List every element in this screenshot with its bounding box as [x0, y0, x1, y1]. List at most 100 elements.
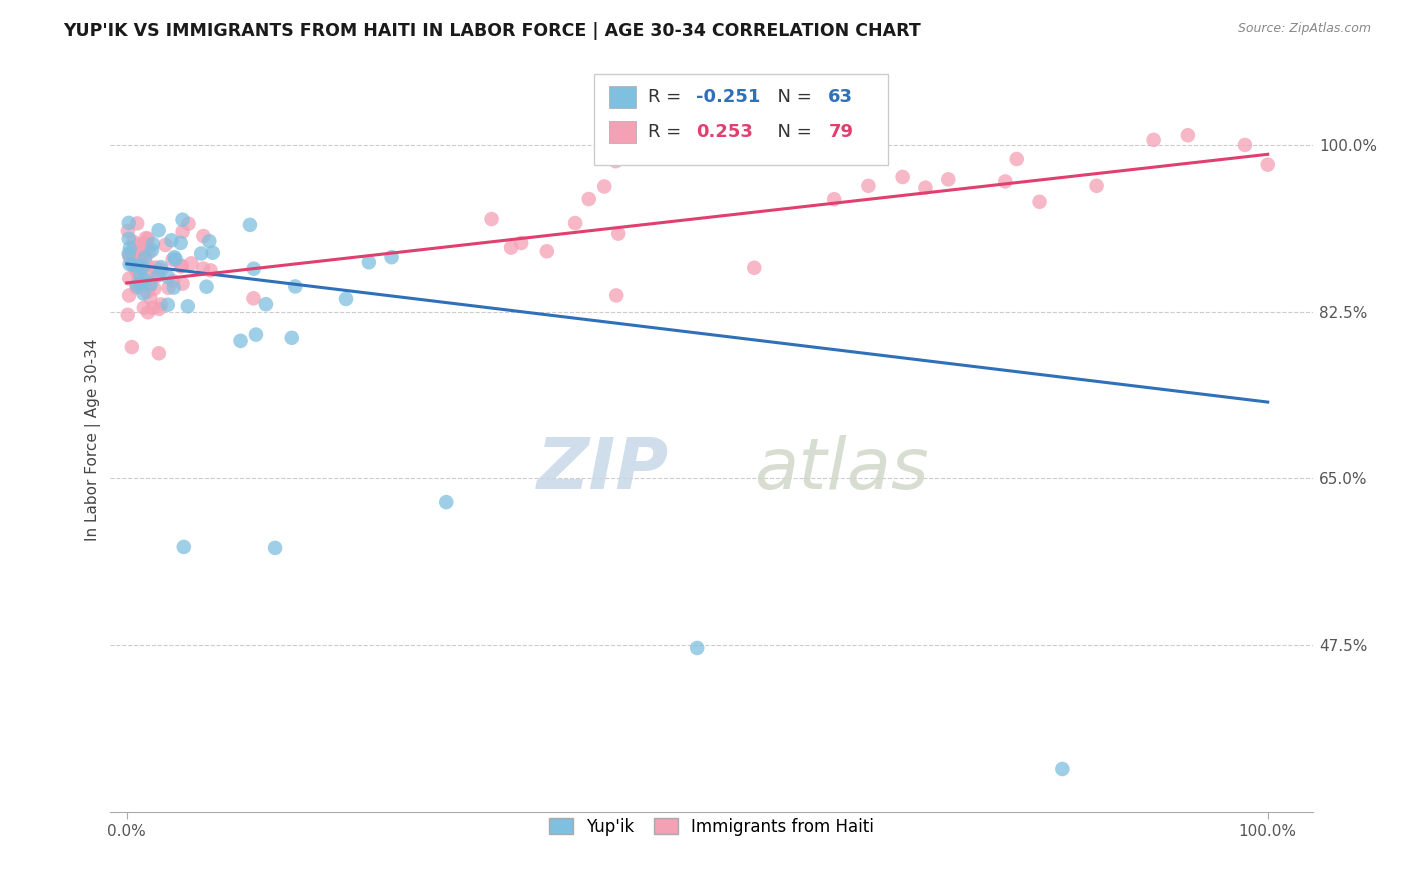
- Point: [142, 236, 165, 251]
- Point: [129, 268, 152, 283]
- Point: [127, 216, 149, 230]
- Point: [138, 278, 160, 293]
- Text: N =: N =: [766, 87, 817, 106]
- Text: 0.253: 0.253: [696, 123, 752, 141]
- Point: [148, 268, 170, 283]
- Point: [607, 227, 630, 241]
- Point: [536, 244, 558, 259]
- Text: R =: R =: [648, 87, 686, 106]
- Point: [994, 174, 1017, 188]
- Text: 79: 79: [828, 123, 853, 141]
- Point: [136, 285, 159, 299]
- Point: [1177, 128, 1199, 143]
- Point: [242, 291, 264, 305]
- Point: [891, 169, 914, 184]
- Point: [131, 247, 153, 261]
- Point: [155, 238, 177, 252]
- Point: [170, 259, 193, 273]
- Point: [150, 260, 173, 274]
- Point: [128, 272, 150, 286]
- Point: [605, 154, 627, 169]
- Point: [193, 229, 215, 244]
- Point: [284, 279, 307, 293]
- Point: [125, 245, 148, 260]
- Point: [200, 263, 222, 277]
- Point: [381, 250, 404, 264]
- Point: [357, 255, 380, 269]
- Point: [170, 260, 193, 274]
- Point: [1085, 178, 1108, 193]
- Point: [131, 260, 153, 274]
- Point: [121, 258, 143, 272]
- Point: [139, 277, 162, 291]
- Point: [198, 234, 221, 248]
- Point: [1052, 762, 1074, 776]
- Point: [177, 217, 200, 231]
- Point: [156, 298, 179, 312]
- Point: [177, 299, 200, 313]
- Point: [936, 172, 959, 186]
- Point: [1028, 194, 1050, 209]
- Point: [481, 212, 503, 227]
- Point: [686, 640, 709, 655]
- Point: [148, 223, 170, 237]
- Point: [143, 282, 166, 296]
- Point: [335, 292, 357, 306]
- Y-axis label: In Labor Force | Age 30-34: In Labor Force | Age 30-34: [86, 339, 101, 541]
- Point: [145, 260, 167, 275]
- Point: [125, 264, 148, 278]
- Point: [122, 235, 145, 249]
- Text: -0.251: -0.251: [696, 87, 761, 106]
- Point: [150, 297, 173, 311]
- Point: [118, 241, 141, 255]
- Point: [1233, 137, 1256, 152]
- Point: [129, 277, 152, 291]
- Point: [1143, 133, 1166, 147]
- Point: [138, 245, 160, 260]
- Point: [121, 340, 143, 354]
- Point: [201, 245, 224, 260]
- Point: [163, 250, 186, 264]
- Point: [564, 216, 586, 230]
- Point: [157, 270, 180, 285]
- Text: R =: R =: [648, 123, 686, 141]
- Point: [136, 268, 159, 283]
- FancyBboxPatch shape: [593, 74, 889, 165]
- Point: [163, 280, 186, 294]
- FancyBboxPatch shape: [609, 120, 636, 143]
- Point: [499, 241, 522, 255]
- Point: [264, 541, 287, 555]
- Point: [134, 272, 156, 286]
- Point: [124, 261, 146, 276]
- Point: [136, 231, 159, 245]
- Text: Source: ZipAtlas.com: Source: ZipAtlas.com: [1237, 22, 1371, 36]
- Point: [1005, 152, 1028, 166]
- Point: [135, 231, 157, 245]
- Point: [165, 252, 187, 267]
- Point: [134, 244, 156, 258]
- Point: [195, 279, 218, 293]
- Point: [172, 212, 194, 227]
- Point: [128, 279, 150, 293]
- Point: [173, 540, 195, 554]
- Point: [281, 331, 304, 345]
- Text: YUP'IK VS IMMIGRANTS FROM HAITI IN LABOR FORCE | AGE 30-34 CORRELATION CHART: YUP'IK VS IMMIGRANTS FROM HAITI IN LABOR…: [63, 22, 921, 40]
- Point: [118, 246, 141, 260]
- Text: N =: N =: [766, 123, 817, 141]
- Text: atlas: atlas: [754, 435, 928, 505]
- Point: [139, 291, 162, 305]
- Point: [245, 327, 267, 342]
- Point: [858, 178, 880, 193]
- Point: [823, 192, 845, 206]
- Point: [157, 281, 180, 295]
- Point: [118, 247, 141, 261]
- Point: [118, 288, 141, 302]
- Point: [117, 224, 139, 238]
- Point: [142, 301, 165, 315]
- Point: [118, 271, 141, 285]
- Point: [141, 244, 163, 258]
- Point: [118, 257, 141, 271]
- Point: [139, 279, 162, 293]
- Point: [148, 346, 170, 360]
- Point: [117, 308, 139, 322]
